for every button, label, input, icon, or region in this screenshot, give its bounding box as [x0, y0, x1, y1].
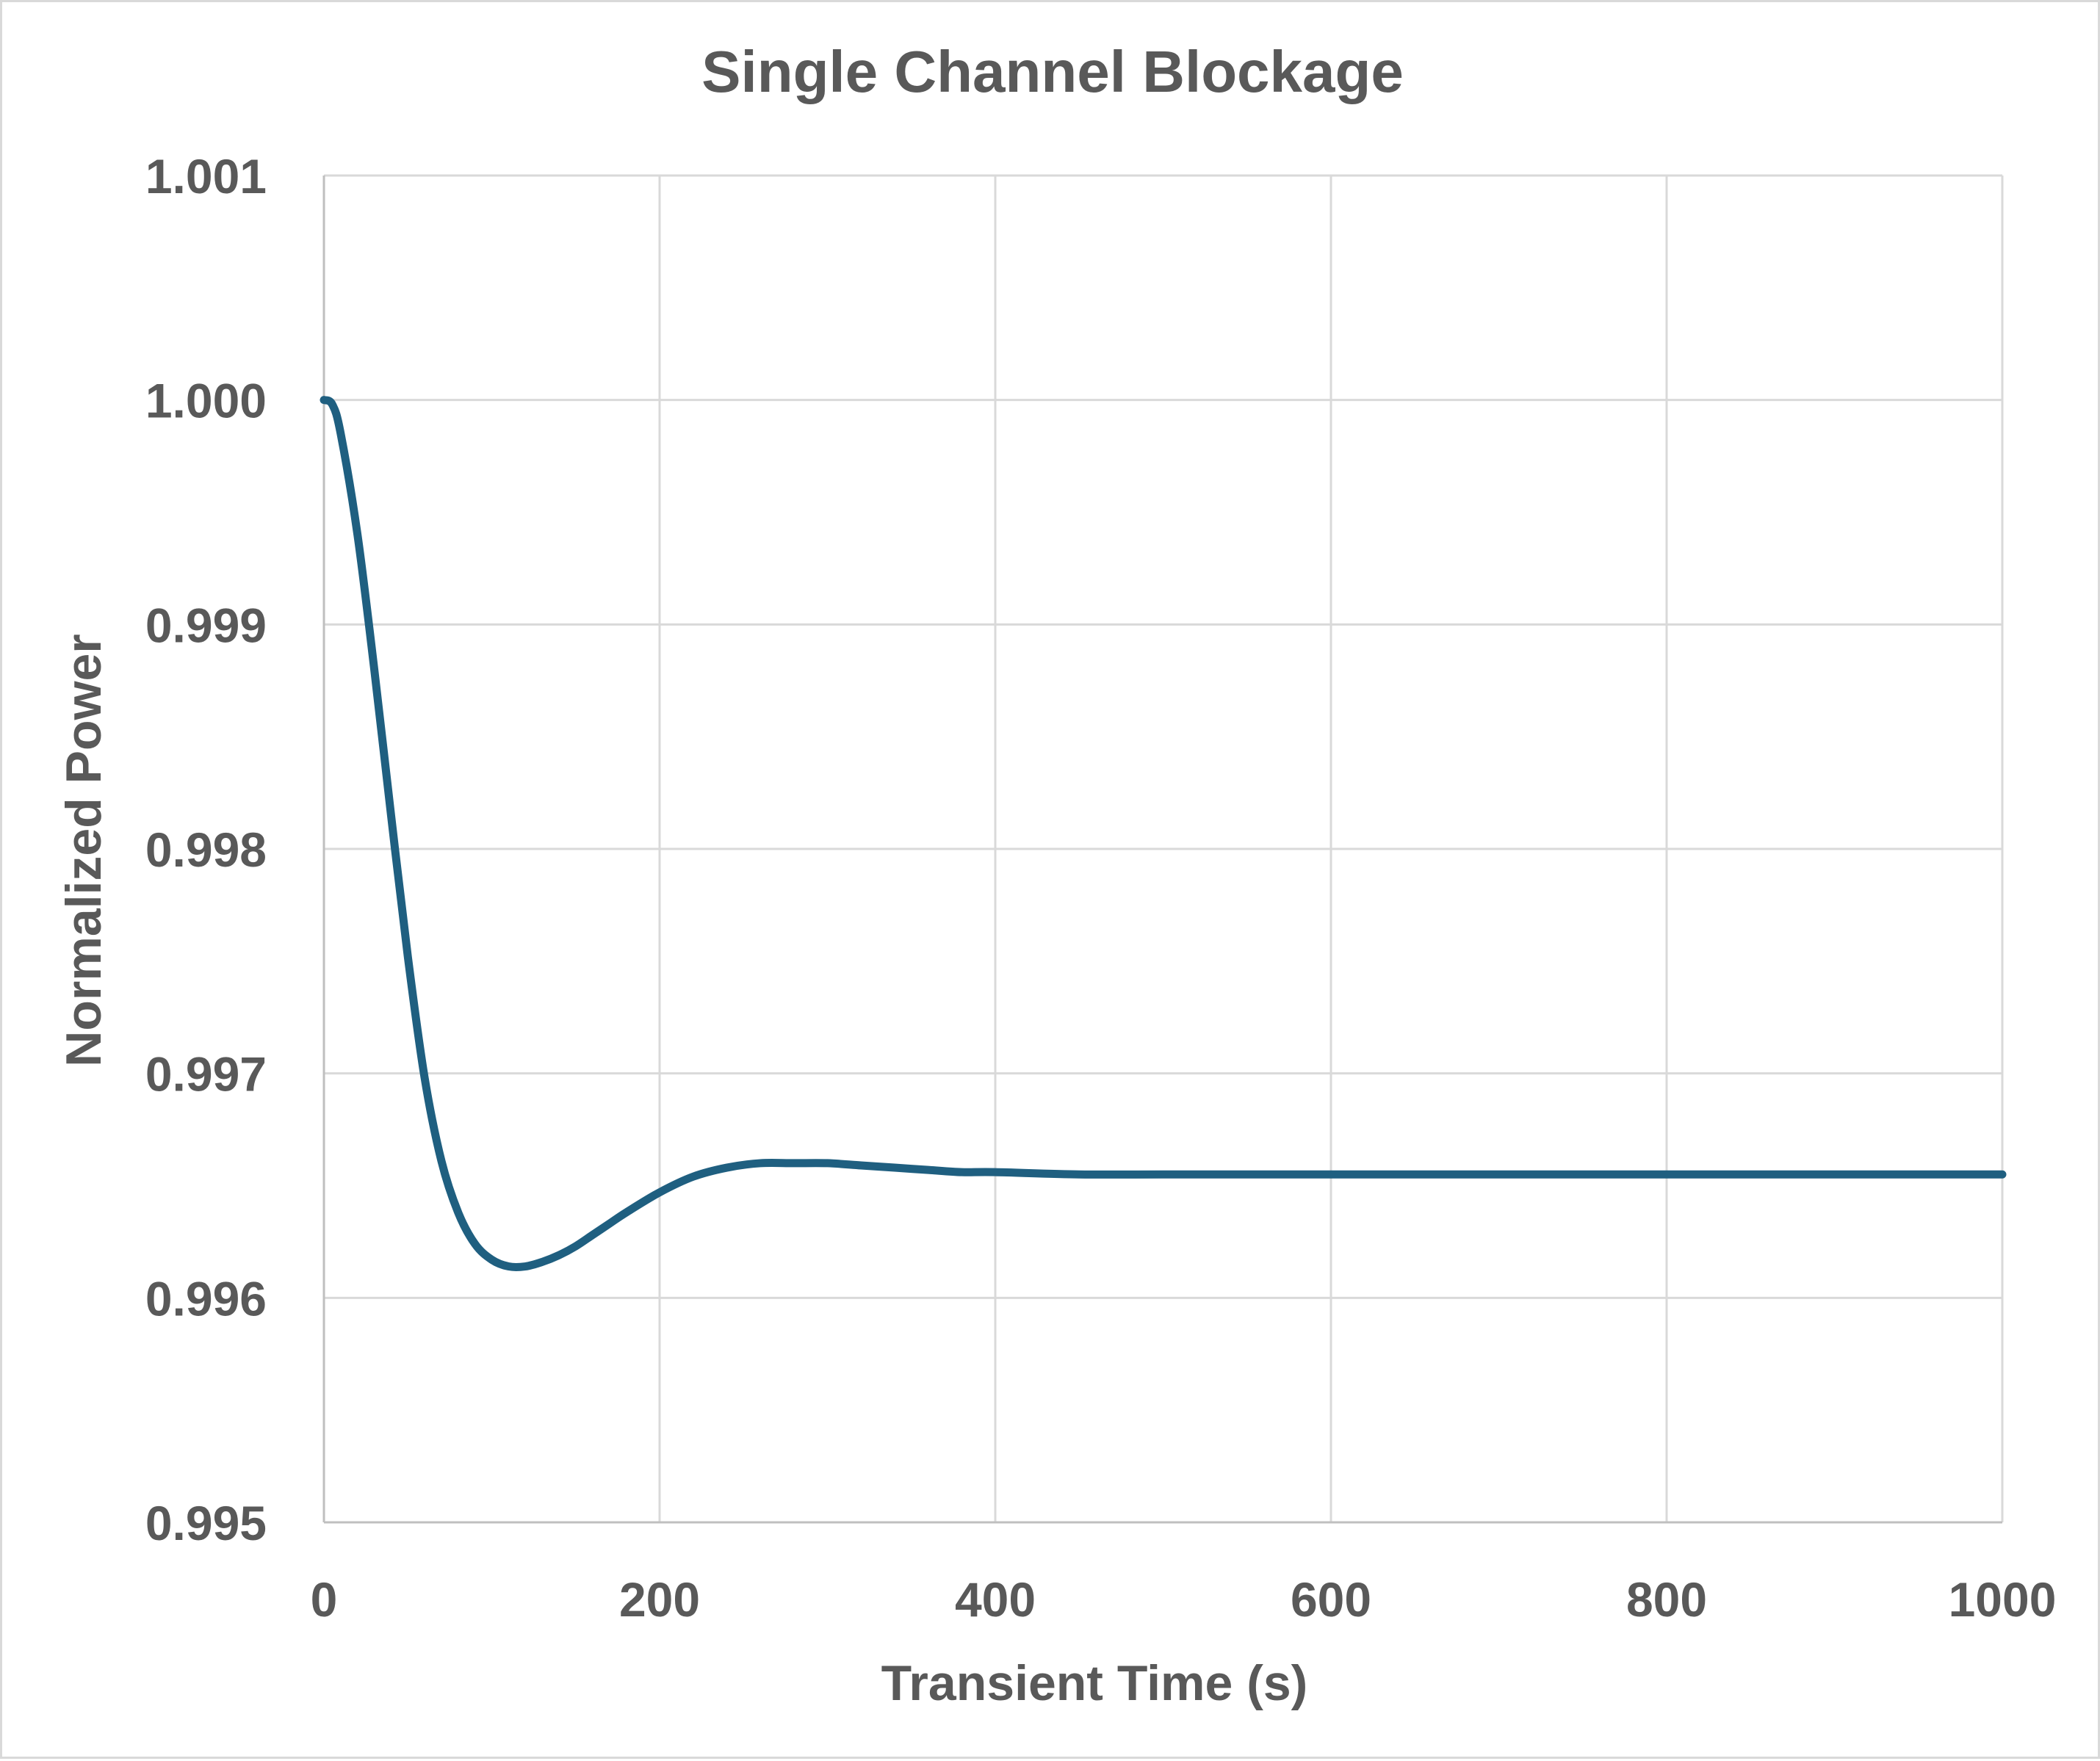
x-tick-label: 1000: [1949, 1572, 2057, 1627]
series-line-normalized-power: [320, 396, 2007, 1271]
y-tick-label: 0.995: [145, 1496, 267, 1550]
grid-lines: [324, 174, 2004, 1522]
y-tick-label: 1.000: [145, 374, 267, 428]
chart-title: Single Channel Blockage: [701, 39, 1404, 104]
series-layer: [320, 396, 2007, 1271]
y-axis-label: Normalized Power: [56, 634, 112, 1067]
x-tick-label: 600: [1291, 1572, 1371, 1627]
y-tick-label: 0.998: [145, 822, 267, 877]
x-tick-label: 200: [619, 1572, 700, 1627]
x-tick-label: 800: [1626, 1572, 1707, 1627]
y-tick-label: 0.999: [145, 598, 267, 652]
x-axis-label: Transient Time (s): [881, 1655, 1308, 1711]
y-tick-label: 0.996: [145, 1271, 267, 1326]
x-tick-label: 0: [311, 1572, 338, 1627]
tick-labels: 0.995 0.996 0.997 0.998 0.999 1.000 1.001 0 200 4…: [145, 149, 2057, 1627]
y-tick-label: 0.997: [145, 1047, 267, 1102]
x-tick-label: 400: [955, 1572, 1036, 1627]
y-tick-label: 1.001: [145, 149, 267, 203]
